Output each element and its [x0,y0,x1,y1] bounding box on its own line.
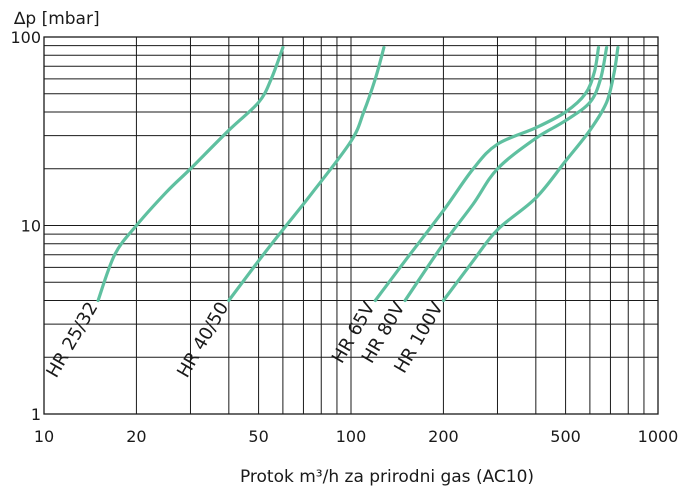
chart-series [96,45,620,303]
x-tick-labels: 10 20 50 100 200 500 1000 [34,427,679,446]
y-tick-label: 100 [10,28,41,47]
series-line [227,45,386,303]
x-tick-label: 20 [126,427,146,446]
x-axis-label: Protok m³/h za prirodni gas (AC10) [240,467,534,487]
plot-frame [43,36,659,415]
x-tick-label: 1000 [638,427,679,446]
series-line [403,45,609,303]
x-tick-label: 50 [248,427,268,446]
x-tick-label: 100 [336,427,367,446]
x-tick-label: 10 [34,427,54,446]
series-label: HR 40/50 [173,299,233,382]
y-tick-label: 10 [21,217,41,236]
x-tick-label: 500 [550,427,581,446]
x-tick-label: 200 [428,427,459,446]
series-line [441,45,620,303]
series-line [96,45,285,303]
y-axis-label: ∆p [mbar] [13,9,100,29]
series-line [373,45,601,303]
series-label: HR 25/32 [42,299,102,382]
y-tick-label: 1 [31,405,41,424]
y-tick-labels: 1 10 100 [10,28,41,424]
